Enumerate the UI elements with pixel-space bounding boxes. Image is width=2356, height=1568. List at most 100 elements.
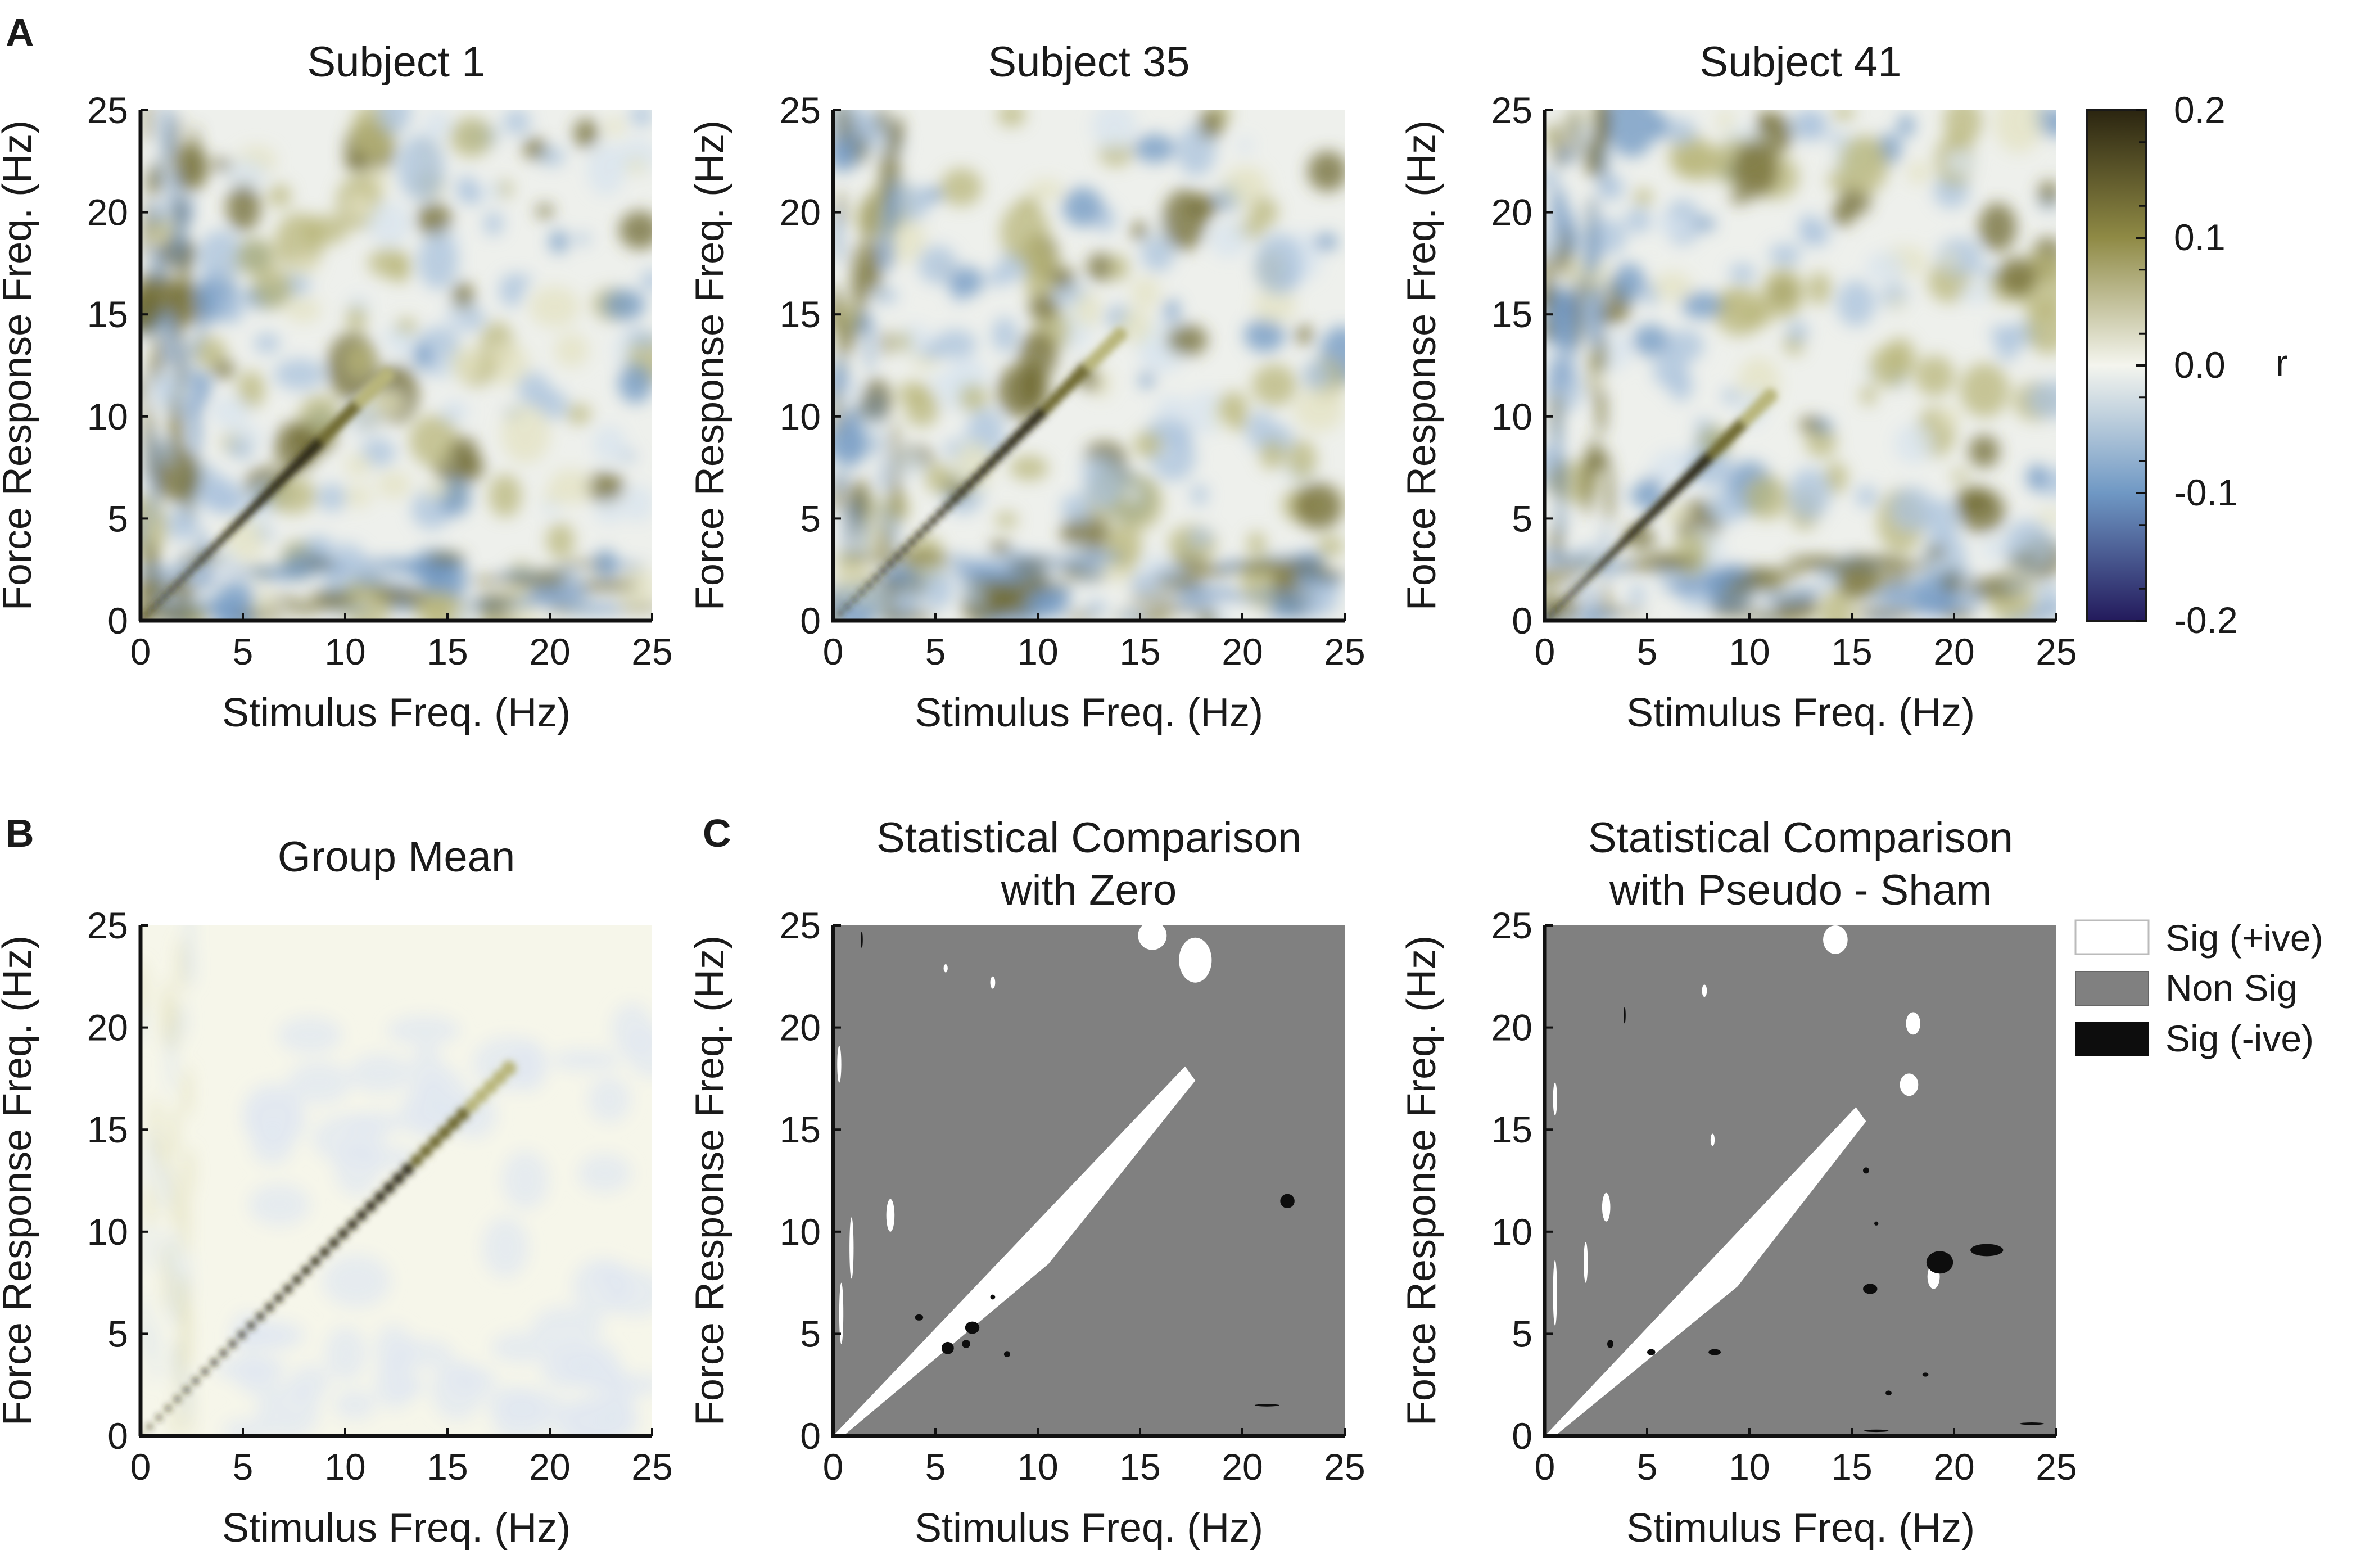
x-tick-label: 15 (427, 631, 468, 672)
sig-negative-blob (1970, 1244, 2004, 1257)
sig-negative-blob (962, 1340, 970, 1348)
plot-title: Group Mean (278, 833, 515, 881)
plot-area (1545, 110, 2056, 621)
y-tick-label: 0 (107, 600, 128, 641)
axes: 0 5 10 15 20 25 0 5 10 15 20 25 (87, 905, 673, 1488)
sig-positive-blob (1602, 1192, 1611, 1222)
sig-negative-blob (1003, 1351, 1010, 1358)
plot-title: Statistical Comparison (876, 814, 1301, 862)
y-axis-label: Force Response Freq. (Hz) (0, 936, 40, 1426)
sig-positive-blob (839, 1282, 844, 1344)
y-tick-label: 10 (87, 1211, 128, 1253)
sig-positive-blob (1179, 937, 1212, 983)
panel-letter-c: C (703, 811, 731, 855)
y-tick-label: 15 (87, 293, 128, 335)
x-tick-label: 25 (2036, 631, 2077, 672)
colorbar-ticks: 0.2 0.1 0.0 -0.1 -0.2 (2136, 89, 2238, 641)
sig-positive-diagonal (833, 1066, 1196, 1436)
x-tick-label: 20 (1933, 1446, 1974, 1488)
sig-negative-blob (1254, 1404, 1279, 1407)
y-tick-label: 15 (1491, 293, 1532, 335)
plot-group-mean: 0 5 10 15 20 25 0 5 10 15 20 25 Stimulus Freq. (Hz) F… (0, 833, 673, 1551)
sig-negative-blob (1647, 1349, 1656, 1355)
x-tick-label: 10 (1017, 1446, 1058, 1488)
x-tick-label: 25 (1324, 1446, 1365, 1488)
y-tick-label: 0 (1512, 1415, 1532, 1457)
heatmap-texture (1545, 110, 2056, 621)
y-tick-label: 10 (1491, 396, 1532, 437)
y-axis-label: Force Response Freq. (Hz) (1399, 120, 1444, 611)
sig-negative-blob (1922, 1372, 1929, 1377)
plot-area (833, 110, 1345, 621)
x-tick-label: 0 (130, 631, 151, 672)
y-tick-label: 20 (87, 1007, 128, 1049)
sig-positive-diagonal (1545, 1107, 1866, 1436)
y-tick-label: 25 (780, 905, 821, 946)
plot-area (1545, 925, 2056, 1436)
sig-negative-blob (1607, 1340, 1613, 1348)
y-tick-label: 5 (1512, 498, 1532, 539)
y-tick-label: 25 (1491, 905, 1532, 946)
x-tick-label: 10 (324, 1446, 365, 1488)
y-tick-label: 5 (800, 498, 821, 539)
y-tick-label: 25 (780, 89, 821, 131)
x-tick-label: 0 (823, 631, 844, 672)
x-tick-label: 10 (324, 631, 365, 672)
y-tick-label: 15 (780, 1109, 821, 1150)
plot-stat-zero: 0 5 10 15 20 25 0 5 10 15 20 25 Stimulus Freq. (Hz) F… (688, 814, 1365, 1551)
colorbar-label: r (2276, 342, 2288, 383)
plot-title: Statistical Comparison (1588, 814, 2013, 862)
plot-area (141, 925, 652, 1436)
sig-positive-blob (1906, 1012, 1920, 1035)
sig-positive-blob (1900, 1073, 1919, 1096)
diagonal-ridge (141, 1060, 517, 1436)
sig-positive-blob (1553, 1082, 1557, 1115)
plot-stat-pseudo-sham: 0 5 10 15 20 25 0 5 10 15 20 25 Stimulus Freq. (Hz) F… (1399, 814, 2077, 1551)
y-tick-label: 15 (780, 293, 821, 335)
legend-swatch-sig-neg (2075, 1022, 2149, 1056)
y-axis-label: Force Response Freq. (Hz) (1399, 936, 1444, 1426)
colorbar-tick-label: -0.2 (2174, 599, 2238, 641)
y-axis-label: Force Response Freq. (Hz) (0, 120, 40, 611)
legend-swatch-non-sig (2075, 971, 2149, 1006)
plot-area (833, 925, 1345, 1436)
x-tick-label: 5 (233, 1446, 254, 1488)
panel-letter-a: A (6, 11, 34, 55)
sig-negative-blob (965, 1321, 980, 1334)
x-axis-label: Stimulus Freq. (Hz) (1626, 690, 1975, 735)
x-tick-label: 0 (130, 1446, 151, 1488)
y-tick-label: 0 (1512, 600, 1532, 641)
heatmap-texture (141, 110, 652, 621)
y-axis-label: Force Response Freq. (Hz) (688, 936, 732, 1426)
x-axis-label: Stimulus Freq. (Hz) (1626, 1506, 1975, 1551)
sig-negative-blob (990, 1294, 996, 1300)
legend-label-non-sig: Non Sig (2165, 967, 2298, 1009)
x-tick-label: 5 (1637, 631, 1658, 672)
axes: 0 5 10 15 20 25 0 5 10 15 20 25 (1491, 905, 2077, 1488)
y-tick-label: 0 (800, 600, 821, 641)
y-tick-label: 25 (1491, 89, 1532, 131)
colorbar-tick-label: 0.0 (2174, 344, 2226, 386)
sig-positive-blob (943, 964, 948, 973)
x-tick-label: 15 (1119, 1446, 1160, 1488)
colorbar-tick-label: 0.2 (2174, 89, 2226, 130)
sig-negative-blob (1885, 1390, 1892, 1396)
y-tick-label: 25 (87, 89, 128, 131)
x-tick-label: 15 (427, 1446, 468, 1488)
y-tick-label: 0 (800, 1415, 821, 1457)
y-tick-label: 10 (1491, 1211, 1532, 1253)
plot-subject-41: 0 5 10 15 20 25 0 5 10 15 20 25 Stimulus Freq. (Hz) F… (1399, 38, 2077, 735)
plot-title: with Zero (1001, 866, 1177, 914)
plot-title: Subject 35 (988, 38, 1190, 86)
sig-positive-blob (886, 1199, 895, 1232)
x-tick-label: 20 (1222, 1446, 1263, 1488)
x-tick-label: 5 (233, 631, 254, 672)
x-axis-label: Stimulus Freq. (Hz) (915, 690, 1263, 735)
y-tick-label: 5 (800, 1313, 821, 1354)
panel-letter-b: B (6, 811, 34, 855)
diagonal-ridge (833, 327, 1128, 621)
plot-title: Subject 1 (307, 38, 486, 86)
x-tick-label: 15 (1831, 1446, 1872, 1488)
x-tick-label: 20 (529, 631, 570, 672)
